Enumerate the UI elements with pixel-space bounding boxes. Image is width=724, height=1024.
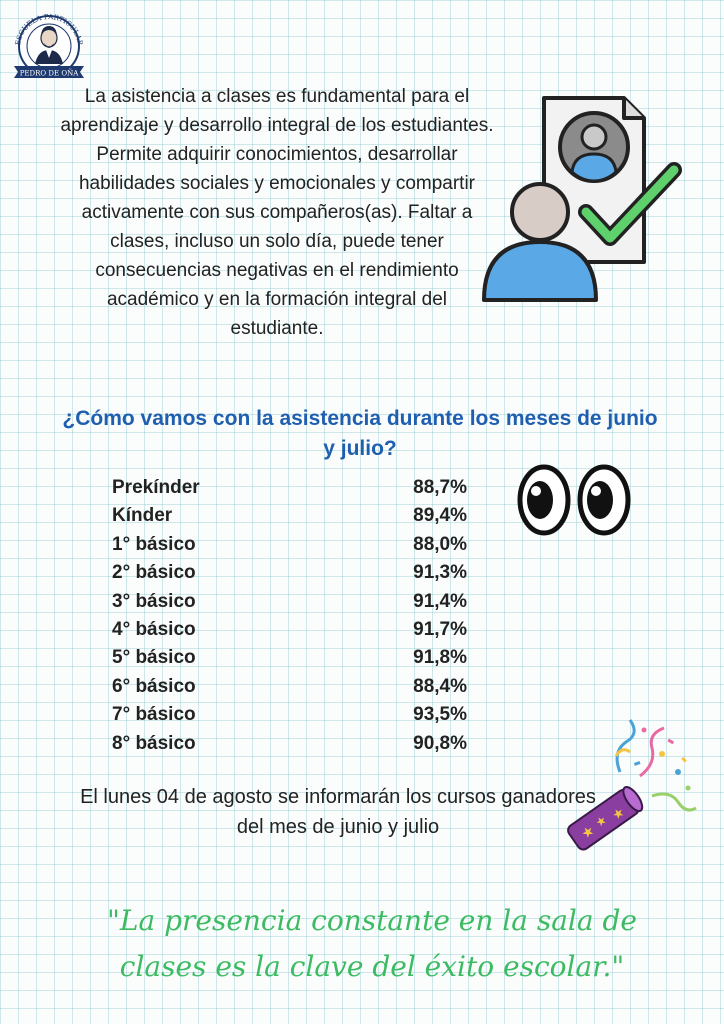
attendance-value: 91,7% bbox=[413, 618, 467, 640]
attendance-value: 88,7% bbox=[413, 477, 467, 498]
course-label: 1° básico bbox=[112, 533, 196, 555]
table-row: 8° básico 90,8% bbox=[112, 730, 467, 758]
attendance-value: 93,5% bbox=[413, 704, 467, 726]
course-label: 2° básico bbox=[112, 562, 196, 584]
table-row: 1° básico 88,0% bbox=[112, 531, 467, 559]
attendance-value: 88,4% bbox=[413, 675, 467, 697]
course-label: 3° básico bbox=[112, 590, 196, 612]
attendance-value: 90,8% bbox=[413, 732, 467, 754]
logo-ribbon-text: PEDRO DE OÑA bbox=[20, 69, 79, 78]
eyes-icon bbox=[517, 464, 631, 536]
attendance-value: 91,8% bbox=[413, 647, 467, 669]
table-row: Prekínder 88,7% bbox=[112, 474, 467, 502]
course-label: 5° básico bbox=[112, 647, 196, 669]
school-logo: ESCUELA PARTICULAR PEDRO DE OÑA bbox=[14, 13, 84, 78]
party-popper-icon: ★ ★ ★ bbox=[567, 719, 697, 851]
course-label: 6° básico bbox=[112, 675, 196, 697]
attendance-value: 91,4% bbox=[413, 590, 467, 612]
course-label: Kínder bbox=[112, 505, 173, 527]
motivational-quote: "La presencia constante en la sala de cl… bbox=[107, 904, 637, 983]
attendance-check-icon bbox=[482, 96, 682, 302]
table-row: Kínder 89,4% bbox=[112, 502, 467, 530]
attendance-value: 89,4% bbox=[413, 505, 467, 527]
table-row: 5° básico 91,8% bbox=[112, 644, 467, 672]
course-label: Prekínder bbox=[112, 477, 200, 498]
attendance-table: Prekínder 88,7% Kínder 89,4% 1° básico 88,0… bbox=[112, 474, 467, 758]
intro-paragraph: La asistencia a clases es fundamental pa… bbox=[60, 86, 494, 339]
table-row: 2° básico 91,3% bbox=[112, 559, 467, 587]
attendance-value: 91,3% bbox=[413, 562, 467, 584]
table-row: 4° básico 91,7% bbox=[112, 616, 467, 644]
announcement-text: El lunes 04 de agosto se informarán los … bbox=[80, 786, 596, 838]
attendance-value: 88,0% bbox=[413, 533, 467, 555]
course-label: 4° básico bbox=[112, 618, 196, 640]
course-label: 8° básico bbox=[112, 732, 196, 754]
attendance-question: ¿Cómo vamos con la asistencia durante lo… bbox=[62, 407, 658, 460]
course-label: 7° básico bbox=[112, 704, 196, 726]
table-row: 6° básico 88,4% bbox=[112, 673, 467, 701]
table-row: 7° básico 93,5% bbox=[112, 701, 467, 729]
table-row: 3° básico 91,4% bbox=[112, 588, 467, 616]
